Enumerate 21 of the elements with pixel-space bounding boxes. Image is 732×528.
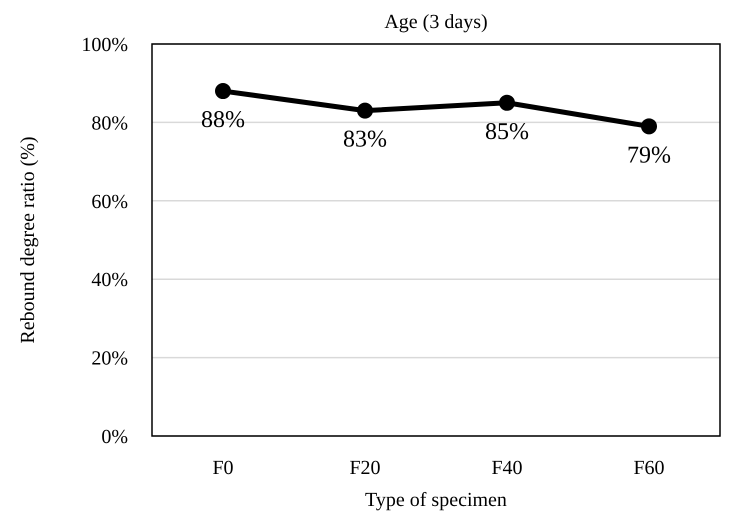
chart-title: Age (3 days) xyxy=(384,11,488,33)
x-tick-label: F40 xyxy=(491,457,523,479)
point xyxy=(357,102,373,119)
point xyxy=(499,94,515,111)
y-axis-title: Rebound degree ratio (%) xyxy=(17,136,39,344)
y-tick-label: 40% xyxy=(91,269,128,292)
y-tick-label: 60% xyxy=(91,190,128,213)
y-tick-label: 20% xyxy=(91,348,128,370)
y-tick-label: 100% xyxy=(81,34,128,56)
point xyxy=(215,83,231,100)
point xyxy=(641,118,657,134)
x-tick-label: F60 xyxy=(633,457,665,479)
data-label: 79% xyxy=(627,142,671,168)
x-tick-label: F0 xyxy=(212,457,234,479)
data-label: 83% xyxy=(343,126,387,153)
y-tick-label: 0% xyxy=(101,426,128,448)
data-label: 88% xyxy=(201,107,245,134)
x-axis-title: Type of specimen xyxy=(365,489,507,511)
x-tick-label: F20 xyxy=(349,457,381,479)
y-tick-label: 80% xyxy=(91,112,128,134)
data-label: 85% xyxy=(485,118,529,145)
